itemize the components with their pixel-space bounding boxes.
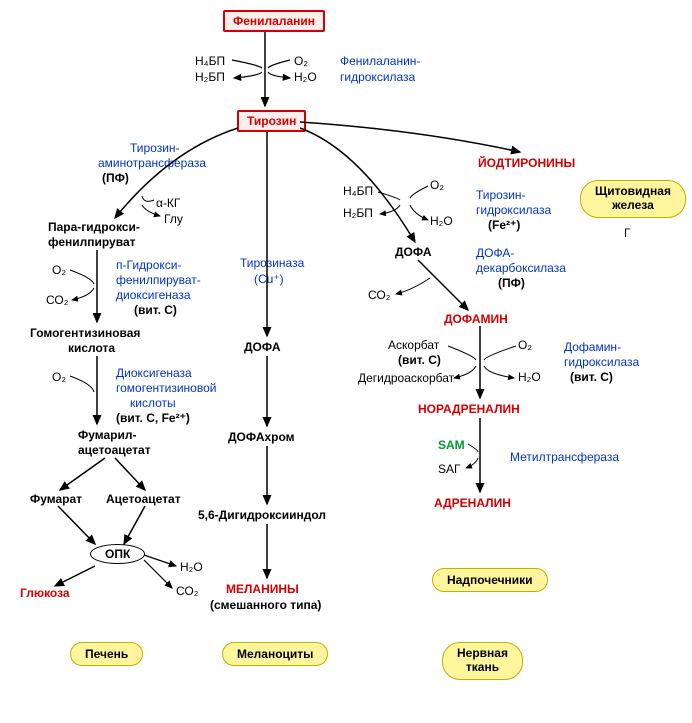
- label-homogent-2: кислота: [68, 341, 115, 355]
- label-p-hpd-1: п-Гидрокси-: [116, 258, 181, 272]
- label-h4bp-1: Н₄БП: [195, 54, 225, 68]
- label-dopamine: ДОФАМИН: [444, 312, 508, 326]
- label-h2bp-1: Н₂БП: [195, 70, 225, 84]
- label-acetoacetate: Ацетоацетат: [106, 492, 181, 506]
- label-o2-5: О₂: [518, 338, 532, 352]
- label-diox-1: Диоксигеназа: [116, 366, 192, 380]
- label-dop-h-2: гидроксилаза: [564, 355, 639, 369]
- label-g: Г: [624, 226, 631, 240]
- label-ascorbate-1: Аскорбат: [388, 338, 439, 352]
- label-o2-4: О₂: [430, 178, 444, 192]
- label-o2-3: О₂: [52, 370, 66, 384]
- label-methyltrans: Метилтрансфераза: [510, 450, 619, 464]
- label-para-hp-2: фенилпируват: [48, 235, 136, 249]
- label-diox-4: (вит. С, Fe²⁺): [116, 411, 190, 425]
- label-akg: α-КГ: [156, 196, 180, 210]
- label-noradrenaline: НОРАДРЕНАЛИН: [418, 402, 520, 416]
- label-opk: ОПК: [90, 544, 145, 564]
- label-tyr-at-3: (ПФ): [102, 171, 129, 185]
- label-diox-2: гомогентизиновой: [116, 381, 216, 395]
- label-dofa-r: ДОФА: [395, 245, 432, 259]
- label-glucose: Глюкоза: [20, 586, 70, 600]
- label-h2bp-2: Н₂БП: [343, 206, 373, 220]
- label-ascorbate-2: (вит. С): [398, 353, 441, 367]
- label-h2o-2: Н₂О: [180, 560, 203, 574]
- label-tyr-h-2: гидроксилаза: [476, 203, 551, 217]
- label-dop-h-1: Дофамин-: [564, 340, 621, 354]
- label-h2o-4: Н₂О: [518, 370, 541, 384]
- pill-liver: Печень: [70, 642, 143, 666]
- label-dehydroasc: Дегидроаскорбат: [358, 371, 454, 385]
- label-iodothyronines: ЙОДТИРОНИНЫ: [478, 156, 575, 170]
- label-dhi: 5,6-Дигидроксииндол: [198, 508, 326, 522]
- label-tyr-at-2: аминотрансфераза: [98, 156, 206, 170]
- pill-nerve-2: ткань: [466, 660, 499, 674]
- label-dofa-dc-3: (ПФ): [498, 276, 525, 290]
- label-o2-1: О₂: [294, 54, 308, 68]
- label-tyr-h-1: Тирозин-: [476, 188, 526, 202]
- label-phe-hydrox-2: гидроксилаза: [340, 70, 415, 84]
- label-dofa-dc-1: ДОФА-: [476, 246, 514, 260]
- label-fumaryl-1: Фумарил-: [78, 428, 136, 442]
- label-phe-hydrox-1: Фенилаланин-: [340, 54, 420, 68]
- pill-melanocytes: Меланоциты: [222, 642, 328, 666]
- label-sam: SAM: [438, 438, 465, 452]
- label-dop-h-3: (вит. С): [570, 370, 613, 384]
- label-o2-2: О₂: [52, 263, 66, 277]
- label-tyrosinase-2: (Сu⁺): [254, 272, 284, 286]
- label-melanins-2: (смешанного типа): [210, 598, 321, 612]
- label-p-hpd-4: (вит. С): [134, 303, 177, 317]
- pill-thyroid: Щитовидная железа: [580, 180, 686, 218]
- label-glu: Глу: [164, 212, 183, 226]
- label-h4bp-2: Н₄БП: [343, 184, 373, 198]
- label-dofa-c: ДОФА: [244, 340, 281, 354]
- label-melanins-1: МЕЛАНИНЫ: [226, 582, 299, 596]
- label-fumarate: Фумарат: [30, 492, 82, 506]
- label-co2-2: СО₂: [176, 584, 198, 598]
- label-h2o-1: Н₂О: [294, 70, 317, 84]
- label-dofachrome: ДОФАхром: [228, 430, 295, 444]
- label-homogent-1: Гомогентизиновая: [30, 326, 140, 340]
- pill-adrenals: Надпочечники: [432, 568, 548, 592]
- label-para-hp-1: Пара-гидрокси-: [48, 220, 140, 234]
- pill-nerve-1: Нервная: [457, 646, 508, 660]
- pill-thyroid-2: железа: [612, 198, 654, 212]
- label-diox-3: кислоты: [130, 396, 176, 410]
- label-co2-3: СО₂: [368, 288, 390, 302]
- label-tyr-h-3: (Fe²⁺): [488, 218, 520, 232]
- label-fumaryl-2: ацетоацетат: [78, 443, 151, 457]
- node-phenylalanine: Фенилаланин: [223, 10, 325, 32]
- label-tyrosinase-1: Тирозиназа: [240, 256, 304, 270]
- label-co2-1: СО₂: [46, 293, 68, 307]
- label-p-hpd-3: диоксигеназа: [116, 288, 191, 302]
- pill-nerve: Нервная ткань: [442, 642, 523, 680]
- pill-thyroid-1: Щитовидная: [595, 184, 671, 198]
- label-p-hpd-2: фенилпируват-: [116, 273, 201, 287]
- label-sag: SAГ: [438, 462, 461, 476]
- label-h2o-3: Н₂О: [430, 214, 453, 228]
- label-adrenaline: АДРЕНАЛИН: [434, 496, 511, 510]
- label-dofa-dc-2: декарбоксилаза: [476, 261, 566, 275]
- node-tyrosine: Тирозин: [237, 110, 306, 132]
- label-tyr-at-1: Тирозин-: [130, 141, 180, 155]
